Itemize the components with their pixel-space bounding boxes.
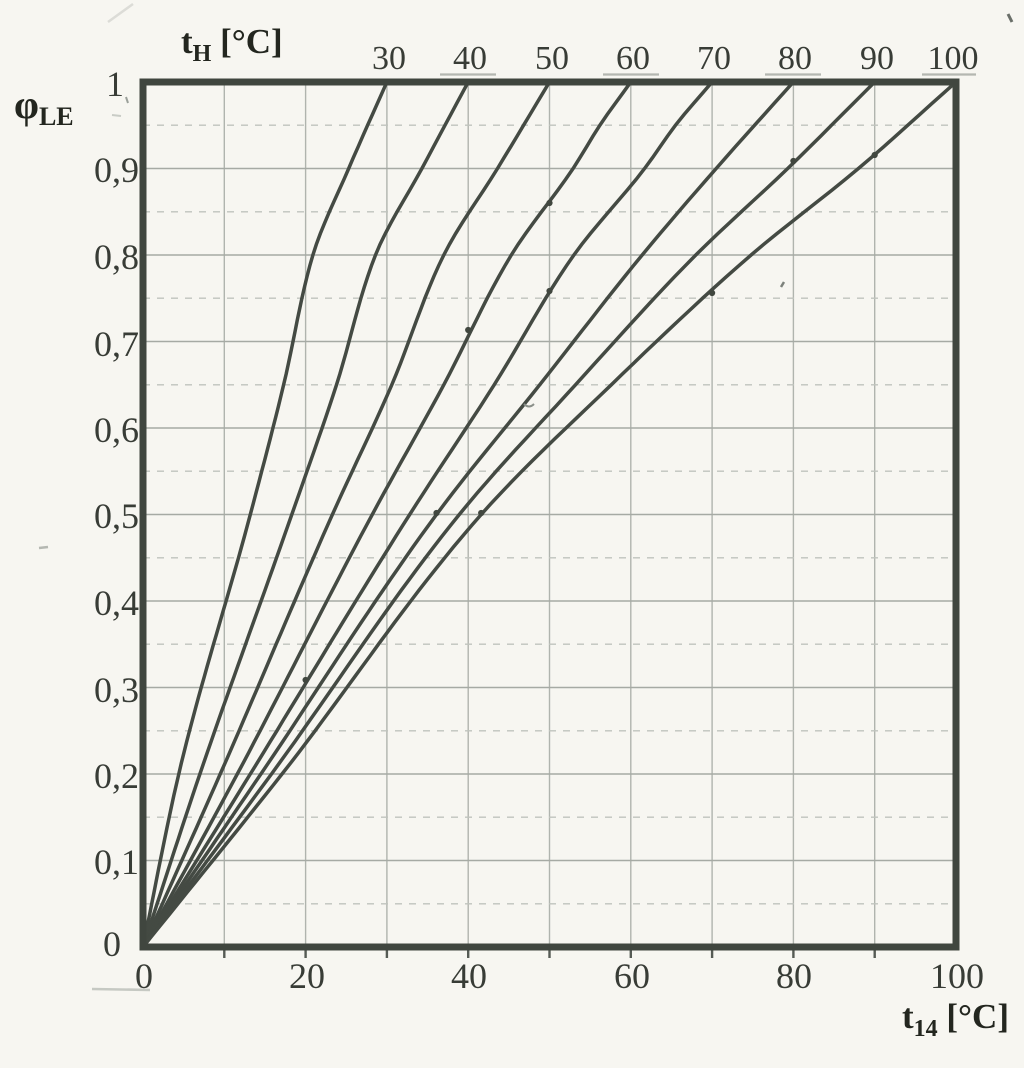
svg-text:0,2: 0,2 [94,756,139,796]
svg-text:70: 70 [697,40,731,77]
svg-text:50: 50 [535,40,569,77]
svg-text:100: 100 [930,956,984,996]
svg-text:t14 [°C]: t14 [°C] [902,997,1009,1042]
svg-text:60: 60 [616,40,650,77]
svg-text:20: 20 [289,956,325,996]
svg-text:tH [°C]: tH [°C] [181,22,283,67]
svg-text:60: 60 [614,956,650,996]
svg-text:80: 80 [778,40,812,77]
svg-text:0,5: 0,5 [94,496,139,536]
svg-text:0: 0 [135,956,153,996]
svg-text:0,3: 0,3 [94,670,139,710]
svg-text:1: 1 [106,64,124,104]
svg-text:φLE: φLE [14,82,74,131]
svg-text:0,7: 0,7 [94,324,139,364]
svg-text:80: 80 [776,956,812,996]
svg-text:90: 90 [860,40,894,77]
svg-text:0,1: 0,1 [94,842,139,882]
svg-text:100: 100 [928,40,979,77]
svg-text:0,6: 0,6 [94,410,139,450]
svg-text:0,9: 0,9 [94,150,139,190]
svg-text:0,8: 0,8 [94,237,139,277]
svg-text:0,4: 0,4 [94,583,139,623]
svg-text:0: 0 [103,924,121,964]
svg-text:40: 40 [453,40,487,77]
svg-text:40: 40 [451,956,487,996]
svg-text:30: 30 [372,40,406,77]
